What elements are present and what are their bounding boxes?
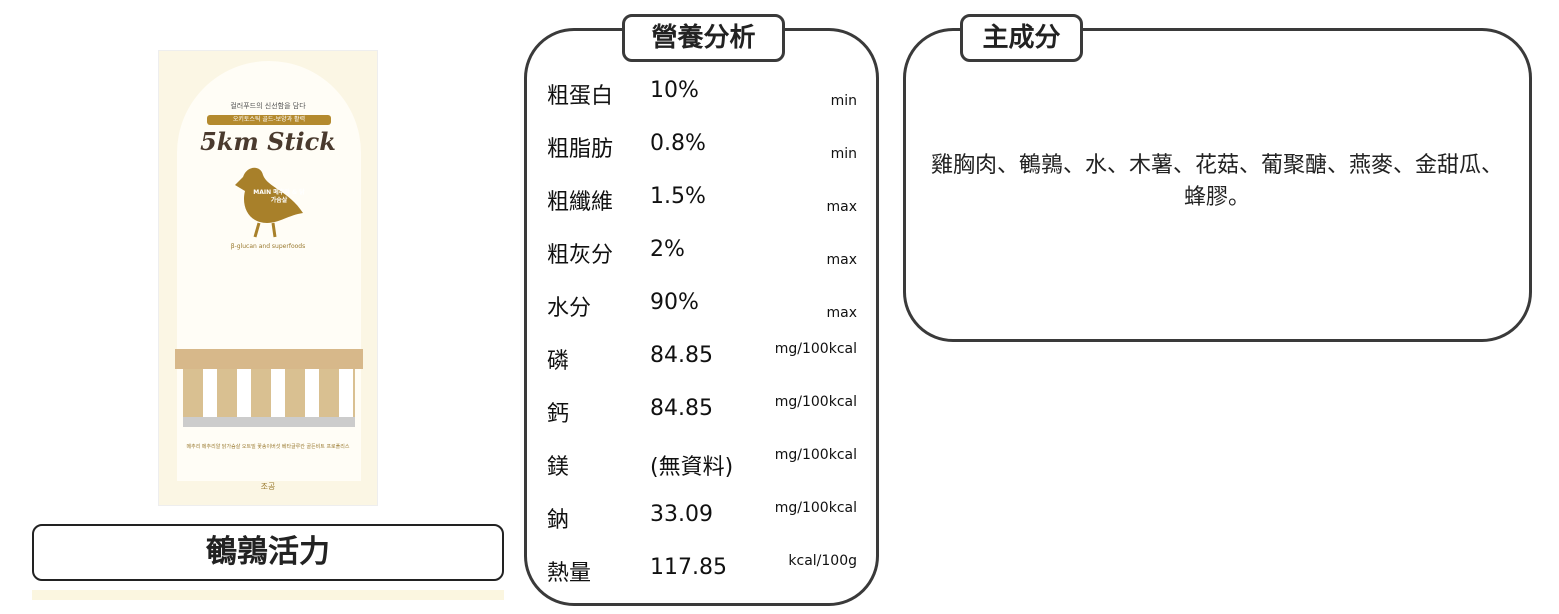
- nutrition-row: 粗纖維 1.5% max: [547, 184, 857, 215]
- nutrient-unit: mg/100kcal: [774, 500, 857, 516]
- nutrient-unit: max: [826, 252, 857, 268]
- nutrient-label: 磷: [547, 349, 570, 374]
- package-superfoods: β-glucan and superfoods: [230, 243, 306, 250]
- nutrition-panel: [524, 28, 879, 606]
- nutrient-value: 1.5%: [650, 184, 706, 209]
- product-name: 鵪鶉活力: [32, 524, 504, 581]
- nutrient-label: 熱量: [547, 561, 592, 586]
- package-main-label: MAIN 메추리 & 닭가슴살: [253, 189, 305, 204]
- brand-logo: 5km Stick: [200, 127, 336, 156]
- nutrient-label: 粗纖維: [547, 190, 614, 215]
- nutrient-value: 0.8%: [650, 131, 706, 156]
- package-tagline: 컬러푸드의 신선함을 담다: [230, 102, 306, 110]
- nutrient-unit: max: [826, 305, 857, 321]
- nutrition-title: 營養分析: [622, 14, 785, 62]
- package-maker: 조공: [260, 482, 276, 491]
- ingredients-panel: [903, 28, 1532, 342]
- nutrition-row: 熱量 117.85 kcal/100g: [547, 553, 857, 586]
- package-sticks: [183, 369, 355, 427]
- nutrient-label: 粗脂肪: [547, 137, 614, 162]
- nutrient-value: (無資料): [650, 455, 734, 480]
- nutrient-unit: mg/100kcal: [774, 341, 857, 357]
- nutrient-value: 10%: [650, 78, 699, 103]
- nutrient-label: 粗蛋白: [547, 84, 614, 109]
- ingredients-title: 主成分: [960, 14, 1083, 62]
- nutrient-label: 鈣: [547, 402, 570, 427]
- divider-strip: [32, 590, 504, 600]
- nutrition-row: 水分 90% max: [547, 290, 857, 321]
- nutrition-row: 鎂 (無資料) mg/100kcal: [547, 447, 857, 480]
- package-ingredients: 메추리 메추리알 닭가슴살 오트밀 꽃송이버섯 베타글루칸 골든비트 프로폴리스: [186, 444, 350, 450]
- nutrition-row: 磷 84.85 mg/100kcal: [547, 341, 857, 374]
- nutrient-value: 84.85: [650, 396, 713, 421]
- nutrient-unit: min: [830, 93, 857, 109]
- nutrient-value: 117.85: [650, 555, 727, 580]
- nutrition-row: 粗灰分 2% max: [547, 237, 857, 268]
- nutrient-value: 84.85: [650, 343, 713, 368]
- nutrition-row: 粗蛋白 10% min: [547, 78, 857, 109]
- nutrient-value: 90%: [650, 290, 699, 315]
- nutrient-unit: max: [826, 199, 857, 215]
- package-subtitle: 오키토스틱 골드-보양과 활력: [207, 115, 331, 125]
- ingredients-text: 雞胸肉、鵪鶉、水、木薯、花菇、葡聚醣、燕麥、金甜瓜、蜂膠。: [930, 153, 1503, 210]
- quail-icon: [235, 167, 303, 238]
- nutrient-value: 2%: [650, 237, 685, 262]
- package-table: [175, 349, 363, 369]
- nutrient-label: 水分: [547, 296, 592, 321]
- nutrition-row: 鈣 84.85 mg/100kcal: [547, 394, 857, 427]
- nutrient-unit: min: [830, 146, 857, 162]
- nutrient-unit: mg/100kcal: [774, 394, 857, 410]
- nutrition-row: 鈉 33.09 mg/100kcal: [547, 500, 857, 533]
- nutrition-row: 粗脂肪 0.8% min: [547, 131, 857, 162]
- product-image: 컬러푸드의 신선함을 담다 오키토스틱 골드-보양과 활력 5km Stick …: [158, 50, 378, 506]
- nutrient-label: 鈉: [547, 508, 570, 533]
- nutrient-unit: mg/100kcal: [774, 447, 857, 463]
- nutrient-label: 粗灰分: [547, 243, 614, 268]
- nutrient-value: 33.09: [650, 502, 713, 527]
- nutrient-unit: kcal/100g: [788, 553, 857, 569]
- nutrient-label: 鎂: [547, 455, 570, 480]
